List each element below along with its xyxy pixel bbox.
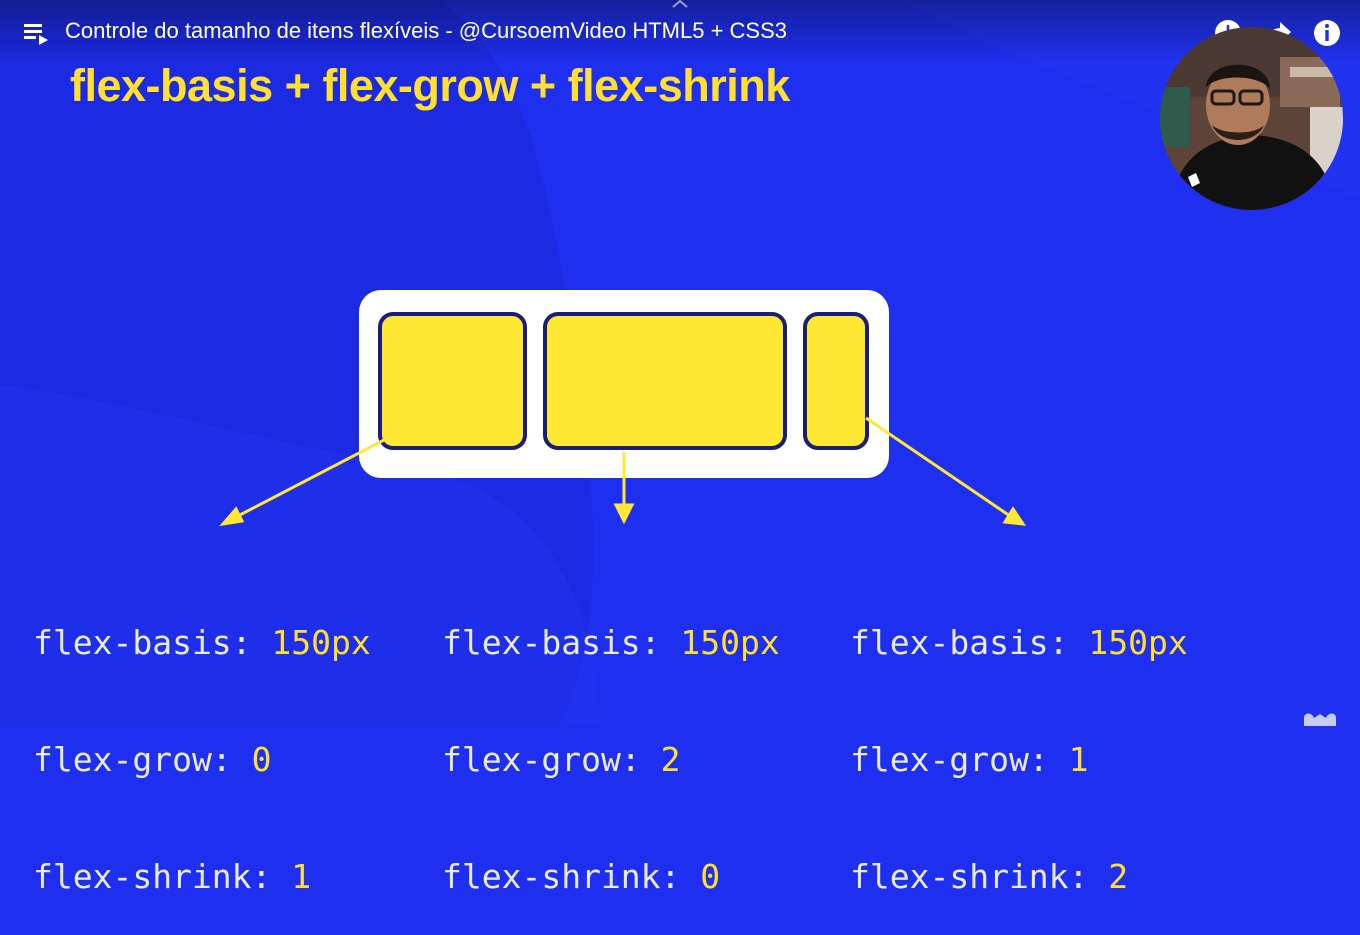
- slide-heading: flex-basis + flex-grow + flex-shrink: [70, 60, 790, 111]
- background-shapes: [0, 0, 594, 725]
- grow-property: flex-grow:: [442, 740, 641, 779]
- basis-property: flex-basis:: [442, 623, 661, 662]
- basis-property: flex-basis:: [850, 623, 1069, 662]
- grow-value: 0: [251, 740, 272, 779]
- shrink-value: 1: [291, 857, 312, 896]
- grow-value: 1: [1068, 740, 1089, 779]
- chevron-up-icon[interactable]: [671, 0, 689, 8]
- info-icon[interactable]: [1312, 18, 1342, 48]
- basis-value: 150px: [680, 623, 780, 662]
- grow-property: flex-grow:: [33, 740, 232, 779]
- shrink-property: flex-shrink:: [33, 857, 272, 896]
- shrink-value: 0: [700, 857, 721, 896]
- shrink-value: 2: [1108, 857, 1129, 896]
- shrink-property: flex-shrink:: [850, 857, 1089, 896]
- basis-value: 150px: [1088, 623, 1188, 662]
- flex-container-diagram: [359, 290, 889, 478]
- flex-item-2: [543, 312, 787, 450]
- basis-property: flex-basis:: [33, 623, 252, 662]
- item-2-properties: flex-basis: 150px flex-grow: 2 flex-shri…: [442, 545, 780, 935]
- presenter-avatar: [1160, 27, 1343, 210]
- player-top-bar: [0, 0, 1360, 64]
- grow-value: 2: [660, 740, 681, 779]
- playlist-icon[interactable]: [22, 20, 50, 46]
- flex-item-3: [803, 312, 869, 450]
- grow-property: flex-grow:: [850, 740, 1049, 779]
- item-1-properties: flex-basis: 150px flex-grow: 0 flex-shri…: [33, 545, 371, 935]
- channel-watermark-icon[interactable]: [1302, 710, 1338, 726]
- video-title[interactable]: Controle do tamanho de itens flexíveis -…: [65, 18, 787, 43]
- item-3-properties: flex-basis: 150px flex-grow: 1 flex-shri…: [850, 545, 1188, 935]
- flex-item-1: [378, 312, 527, 450]
- shrink-property: flex-shrink:: [442, 857, 681, 896]
- basis-value: 150px: [271, 623, 371, 662]
